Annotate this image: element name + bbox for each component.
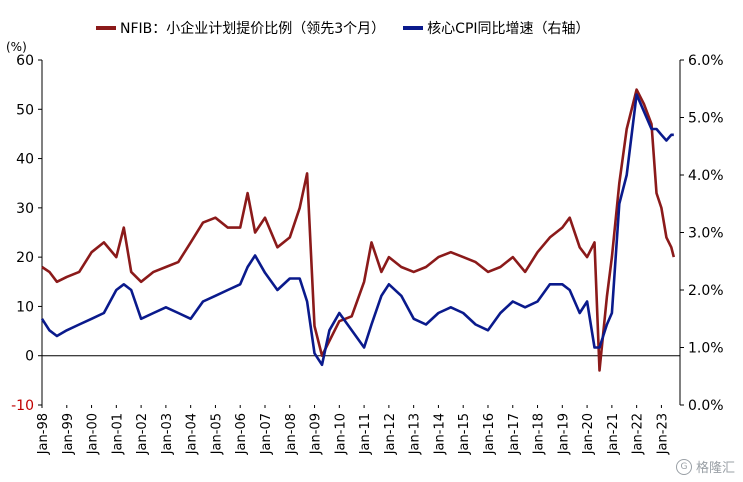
x-tick-label: Jan-22 <box>631 413 646 455</box>
x-tick-label: Jan-08 <box>284 413 299 455</box>
x-tick-label: Jan-20 <box>581 413 596 455</box>
right-tick-label: 0.0% <box>688 398 724 414</box>
left-tick-label: 50 <box>16 102 34 118</box>
x-tick-label: Jan-11 <box>358 413 373 455</box>
left-tick-label: 10 <box>16 299 34 315</box>
x-tick-label: Jan-15 <box>457 413 472 455</box>
x-tick-label: Jan-00 <box>86 413 101 455</box>
x-tick-label: Jan-06 <box>234 413 249 455</box>
legend-label-cpi: 核心CPI同比增速（右轴） <box>427 21 590 37</box>
watermark-logo-icon: G <box>675 458 692 475</box>
x-tick-label: Jan-13 <box>408 413 423 455</box>
x-tick-label: Jan-16 <box>482 413 497 455</box>
x-tick-label: Jan-17 <box>507 413 522 455</box>
right-tick-label: 4.0% <box>688 168 724 184</box>
x-tick-label: Jan-18 <box>532 413 547 455</box>
left-tick-label: 0 <box>25 349 34 365</box>
left-axis-unit-label: (%) <box>6 40 27 54</box>
legend-item-nfib: NFIB：小企业计划提价比例（领先3个月） <box>96 18 385 38</box>
right-tick-label: 3.0% <box>688 226 724 242</box>
right-tick-label: 1.0% <box>688 341 724 357</box>
x-tick-label: Jan-14 <box>432 413 447 455</box>
left-tick-label: 20 <box>16 250 34 266</box>
x-tick-label: Jan-23 <box>655 413 670 455</box>
watermark: G 格隆汇 <box>675 457 735 476</box>
x-tick-label: Jan-02 <box>135 413 150 455</box>
watermark-text: 格隆汇 <box>695 461 735 476</box>
chart-legend: NFIB：小企业计划提价比例（领先3个月） 核心CPI同比增速（右轴） <box>96 18 590 38</box>
x-tick-label: Jan-10 <box>333 413 348 455</box>
x-tick-label: Jan-04 <box>185 413 200 455</box>
x-tick-label: Jan-09 <box>309 413 324 455</box>
x-tick-label: Jan-99 <box>61 413 76 455</box>
x-tick-label: Jan-01 <box>110 413 125 455</box>
right-tick-label: 5.0% <box>688 111 724 127</box>
x-tick-label: Jan-07 <box>259 413 274 455</box>
legend-swatch-cpi <box>403 26 424 30</box>
x-tick-label: Jan-05 <box>209 413 224 455</box>
x-tick-label: Jan-12 <box>383 413 398 455</box>
right-tick-label: 6.0% <box>688 53 724 69</box>
x-tick-label: Jan-03 <box>160 413 175 455</box>
legend-item-cpi: 核心CPI同比增速（右轴） <box>403 18 590 38</box>
left-tick-label: -10 <box>11 398 34 414</box>
left-tick-label: 40 <box>16 152 34 168</box>
right-tick-label: 2.0% <box>688 283 724 299</box>
series-line-nfib <box>41 88 676 372</box>
x-tick-label: Jan-98 <box>36 413 51 455</box>
x-tick-label: Jan-21 <box>606 413 621 455</box>
x-tick-label: Jan-19 <box>556 413 571 455</box>
left-tick-label: 60 <box>16 53 34 69</box>
legend-label-nfib: NFIB：小企业计划提价比例（领先3个月） <box>120 21 386 37</box>
left-tick-label: 30 <box>16 201 34 217</box>
series-line-cpi <box>40 93 674 367</box>
legend-swatch-nfib <box>96 26 116 30</box>
